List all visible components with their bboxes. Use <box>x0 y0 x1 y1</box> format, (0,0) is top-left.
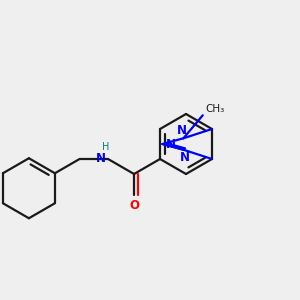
Text: N: N <box>96 152 106 166</box>
Text: N: N <box>177 124 187 137</box>
Text: H: H <box>102 142 109 152</box>
Text: N: N <box>180 151 190 164</box>
Text: CH₃: CH₃ <box>205 104 224 114</box>
Text: O: O <box>129 199 139 212</box>
Text: N: N <box>165 137 176 151</box>
